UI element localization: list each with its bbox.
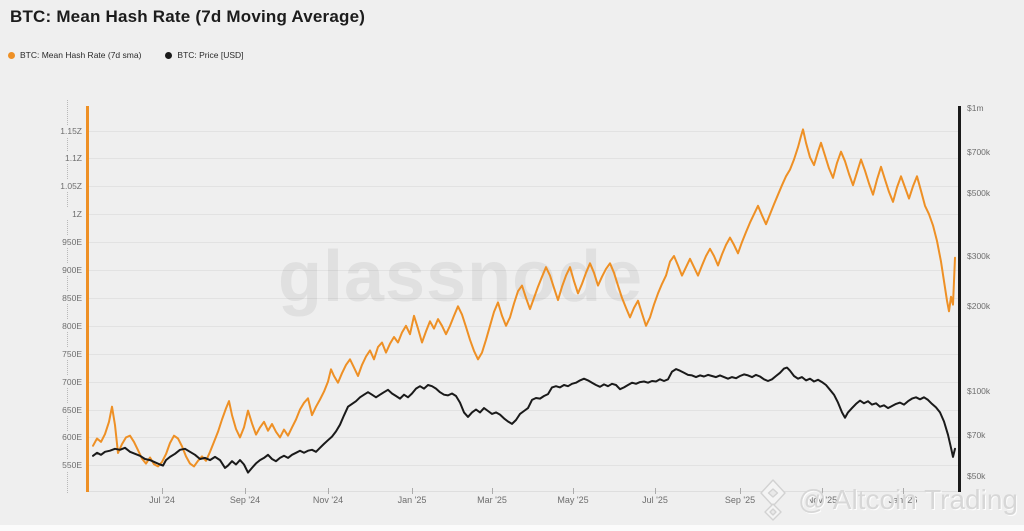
legend-item-1[interactable]: BTC: Price [USD] xyxy=(165,50,244,60)
x-tick-label: Mar '25 xyxy=(477,495,507,505)
gridline xyxy=(88,325,958,327)
gridline xyxy=(88,270,958,271)
y-right-tick-label: $1m xyxy=(967,103,984,113)
legend-item-0[interactable]: BTC: Mean Hash Rate (7d sma) xyxy=(8,50,141,60)
y-left-tick-label: 800E xyxy=(0,319,82,332)
y-left-tick-label: 700E xyxy=(0,375,82,388)
y-right-tick-label: $50k xyxy=(967,471,986,482)
y-right-tick-label: $200k xyxy=(967,300,991,311)
x-tick-mark xyxy=(573,488,574,494)
series-line-price xyxy=(92,366,956,474)
diamond-logo-icon xyxy=(760,479,786,521)
y-left-tick-label: 950E xyxy=(0,236,82,249)
gridline xyxy=(88,130,958,132)
series-line-hash-rate xyxy=(92,128,956,468)
x-tick-mark xyxy=(903,488,904,494)
x-axis-baseline xyxy=(88,491,958,492)
y-left-tick-label: 900E xyxy=(0,264,82,276)
x-tick-label: Jan '25 xyxy=(397,495,427,505)
altcoin-trading-watermark: @ Altcoin Trading xyxy=(752,477,1018,523)
x-tick-label: Jan '26 xyxy=(888,495,918,505)
y-left-tick-label: 750E xyxy=(0,347,82,360)
y-right-tick-label: $700k xyxy=(967,146,991,157)
x-tick-mark xyxy=(328,488,329,494)
x-tick-mark xyxy=(740,488,741,494)
gridline xyxy=(88,353,958,355)
x-tick-mark xyxy=(245,488,246,494)
x-tick-label: May '25 xyxy=(557,495,589,505)
x-tick-mark xyxy=(162,488,163,494)
y-right-tick-label: $100k xyxy=(967,386,991,396)
hash-rate-axis-line xyxy=(86,106,89,492)
y-left-tick-label: 1Z xyxy=(0,208,82,221)
price-axis-line xyxy=(958,106,961,492)
legend: BTC: Mean Hash Rate (7d sma) BTC: Price [… xyxy=(8,50,244,60)
glassnode-watermark: glassnode xyxy=(278,237,644,317)
x-tick-label: Nov '24 xyxy=(312,495,344,505)
bottom-strip xyxy=(0,525,1024,531)
x-tick-label: Sep '25 xyxy=(724,495,756,505)
legend-dot xyxy=(8,51,15,59)
y-left-tick-label: 850E xyxy=(0,291,82,304)
y-right-tick-label: $300k xyxy=(967,250,991,261)
x-tick-mark xyxy=(492,488,493,494)
y-left-tick-label: 1.05Z xyxy=(0,180,82,193)
y-left-tick-label: 550E xyxy=(0,459,82,472)
y-left-tick-label: 650E xyxy=(0,403,82,416)
x-tick-mark xyxy=(412,488,413,494)
gridline xyxy=(88,242,958,244)
gridline xyxy=(88,409,958,411)
legend-label: BTC: Price [USD] xyxy=(177,50,244,60)
x-tick-mark xyxy=(655,488,656,494)
legend-label: BTC: Mean Hash Rate (7d sma) xyxy=(20,50,142,60)
legend-dot xyxy=(165,51,173,59)
gridline xyxy=(88,437,958,439)
y-left-tick-label: 1.1Z xyxy=(0,152,82,165)
altcoin-trading-label: @ Altcoin Trading xyxy=(798,484,1018,515)
gridline xyxy=(88,186,958,188)
x-tick-label: Jul '25 xyxy=(642,495,668,505)
y-right-tick-label: $500k xyxy=(967,188,991,199)
y-right-tick-label: $70k xyxy=(967,429,986,440)
chart-title: BTC: Mean Hash Rate (7d Moving Average) xyxy=(10,7,366,26)
gridline xyxy=(88,214,958,216)
x-tick-label: Nov '25 xyxy=(806,495,838,505)
x-tick-label: Sep '24 xyxy=(229,495,261,505)
y-left-tick-label: 1.15Z xyxy=(0,124,82,137)
gridline xyxy=(88,158,958,160)
x-tick-mark xyxy=(822,488,823,494)
gridline xyxy=(88,381,958,383)
x-tick-label: Jul '24 xyxy=(149,495,175,505)
gridline xyxy=(88,465,958,467)
y-left-tick-label: 600E xyxy=(0,431,82,444)
gridline xyxy=(88,297,958,299)
